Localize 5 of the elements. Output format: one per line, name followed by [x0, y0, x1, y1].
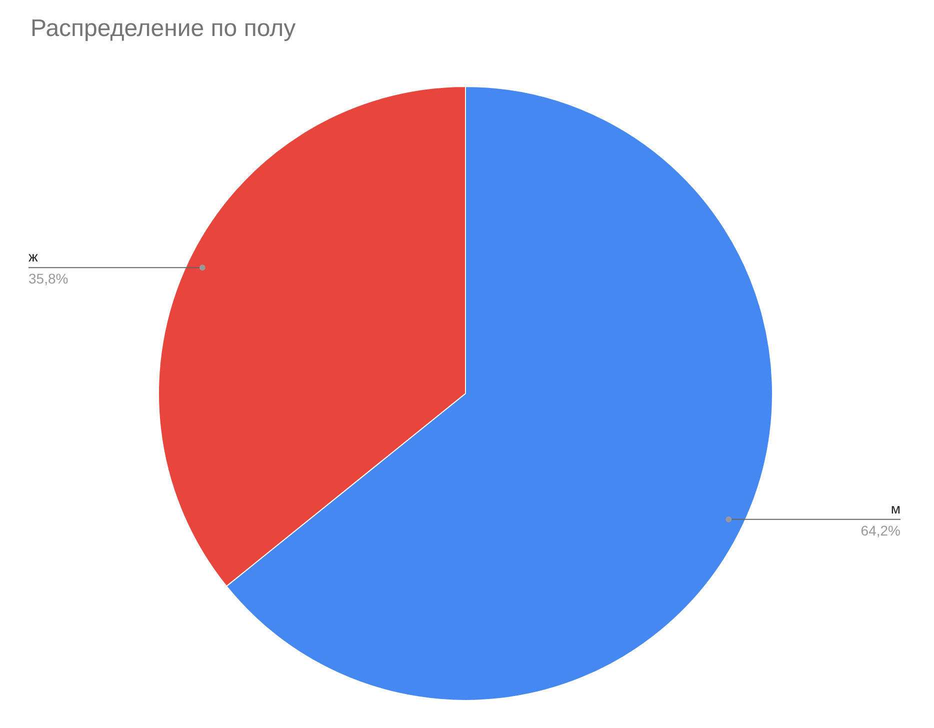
data-label: 35,8% — [28, 270, 68, 287]
slice-label: м — [890, 500, 900, 516]
slice-label: ж — [28, 248, 38, 265]
chart-title: Распределение по полу — [30, 15, 296, 42]
data-label: 64,2% — [860, 522, 901, 538]
